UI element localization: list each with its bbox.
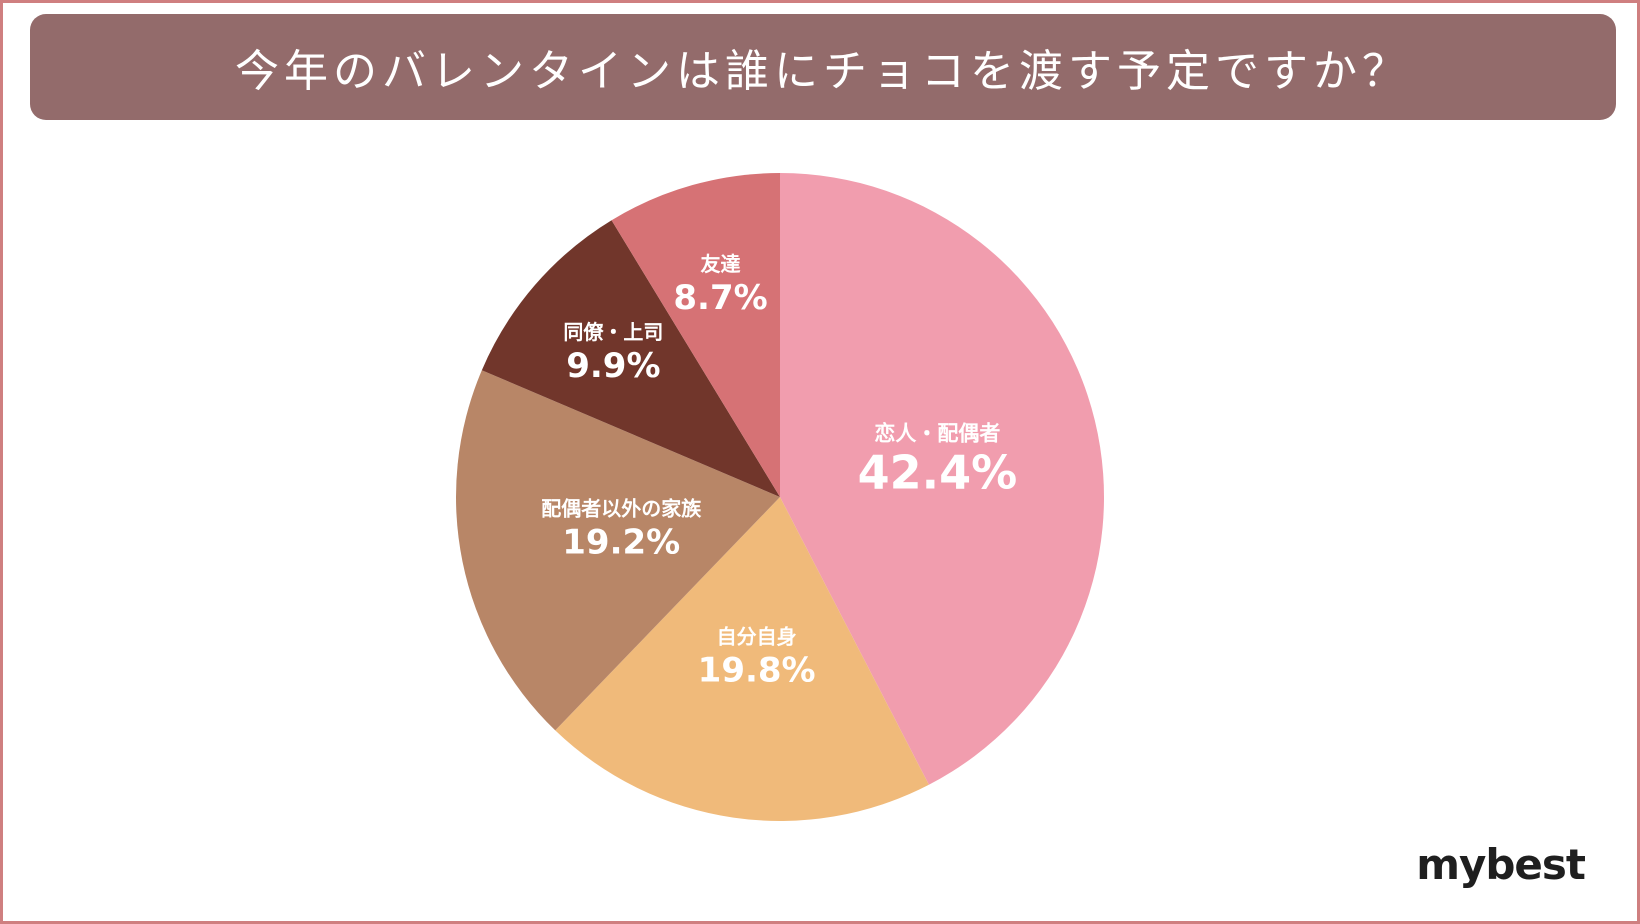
pie-slice — [481, 220, 780, 497]
title-banner: 今年のバレンタインは誰にチョコを渡す予定ですか？ — [30, 14, 1616, 120]
slice-label: 配偶者以外の家族 — [541, 496, 702, 520]
chart-title: 今年のバレンタインは誰にチョコを渡す予定ですか？ — [235, 46, 1411, 97]
slice-value-label: 42.4% — [858, 446, 1018, 500]
slice-value-label: 19.2% — [562, 522, 680, 562]
pie-slice — [555, 497, 929, 822]
pie-slice — [611, 173, 780, 497]
slice-label: 恋人・配偶者 — [874, 422, 1000, 446]
pie-slice — [780, 173, 1105, 785]
slice-label: 友達 — [701, 252, 741, 276]
slice-label: 自分自身 — [717, 624, 797, 648]
pie-slice — [455, 370, 780, 731]
slice-value-label: 8.7% — [673, 278, 767, 318]
mybest-logo: mybest — [1416, 840, 1586, 889]
slice-value-label: 19.8% — [698, 650, 816, 690]
slice-value-label: 9.9% — [566, 346, 660, 386]
slice-label: 同僚・上司 — [563, 320, 663, 344]
